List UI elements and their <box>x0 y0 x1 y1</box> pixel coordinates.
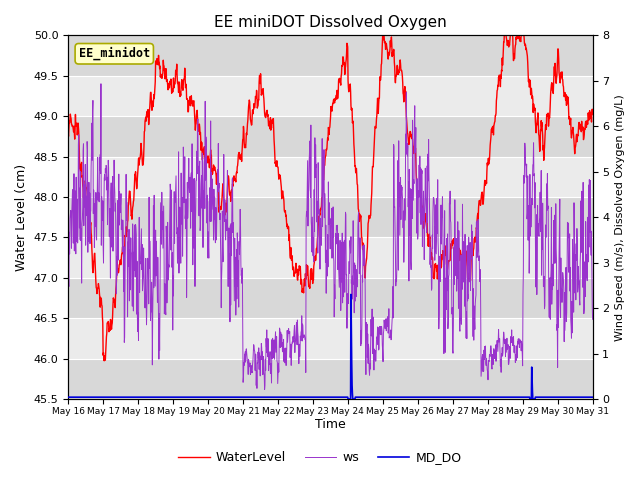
Bar <box>68 116 593 156</box>
Y-axis label: Water Level (cm): Water Level (cm) <box>15 164 28 271</box>
Legend: WaterLevel, ws, MD_DO: WaterLevel, ws, MD_DO <box>173 446 467 469</box>
Bar <box>68 197 593 238</box>
Bar <box>68 238 593 278</box>
Bar <box>68 156 593 197</box>
Text: EE_minidot: EE_minidot <box>79 47 150 60</box>
Bar <box>68 76 593 116</box>
X-axis label: Time: Time <box>315 419 346 432</box>
Bar <box>68 36 593 76</box>
Y-axis label: Wind Speed (m/s), Dissolved Oxygen (mg/L): Wind Speed (m/s), Dissolved Oxygen (mg/L… <box>615 94 625 340</box>
Bar <box>68 318 593 359</box>
Bar <box>68 359 593 399</box>
Title: EE miniDOT Dissolved Oxygen: EE miniDOT Dissolved Oxygen <box>214 15 447 30</box>
Bar <box>68 278 593 318</box>
